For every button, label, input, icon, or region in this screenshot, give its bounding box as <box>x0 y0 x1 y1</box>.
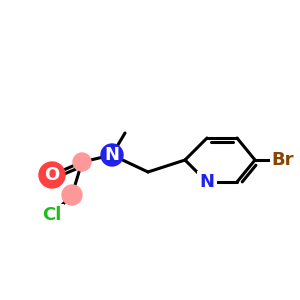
Circle shape <box>101 144 123 166</box>
Text: Cl: Cl <box>42 206 62 224</box>
Circle shape <box>73 153 91 171</box>
Circle shape <box>62 185 82 205</box>
Text: N: N <box>104 146 119 164</box>
Text: O: O <box>44 166 60 184</box>
Text: N: N <box>200 173 214 191</box>
Text: Br: Br <box>272 151 294 169</box>
Circle shape <box>39 162 65 188</box>
